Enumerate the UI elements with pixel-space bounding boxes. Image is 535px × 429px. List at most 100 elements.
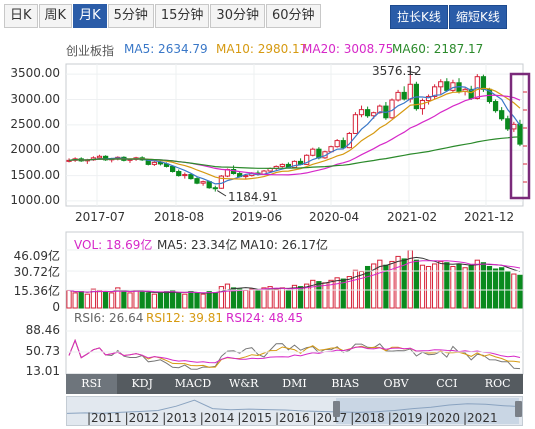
volume-bar bbox=[261, 287, 267, 309]
navigator-sparkline bbox=[67, 398, 522, 424]
volume-bar bbox=[438, 260, 444, 309]
period-tab[interactable]: 30分钟 bbox=[210, 4, 265, 28]
volume-bar bbox=[96, 289, 103, 309]
period-tab[interactable]: 5分钟 bbox=[107, 4, 154, 28]
volume-bar bbox=[212, 292, 218, 309]
candle-body bbox=[419, 100, 426, 110]
indicator-tab[interactable]: KDJ bbox=[131, 377, 153, 390]
time-tick-label: 2019-06 bbox=[232, 210, 283, 224]
volume-bar bbox=[249, 288, 255, 309]
shrink-kline-button[interactable]: 缩短K线 bbox=[449, 5, 507, 29]
candle-body bbox=[212, 187, 218, 190]
candle-body bbox=[371, 112, 377, 117]
candle-body bbox=[176, 171, 182, 177]
navigator-left-handle[interactable] bbox=[333, 401, 340, 417]
time-tick-label: 2021-02 bbox=[387, 210, 438, 224]
time-tick-label: 2017-07 bbox=[75, 210, 126, 224]
time-tick-label: 2020-04 bbox=[309, 210, 360, 224]
volume-bar bbox=[163, 291, 170, 309]
candle-body bbox=[505, 118, 511, 130]
volume-bar bbox=[371, 263, 377, 309]
indicator-tab[interactable]: ROC bbox=[484, 377, 511, 390]
volume-bar bbox=[237, 288, 243, 309]
volume-bar bbox=[230, 287, 237, 309]
navigator-year-label: |2019 bbox=[387, 411, 423, 425]
volume-bar bbox=[188, 291, 194, 309]
indicator-tab[interactable]: CCI bbox=[436, 377, 458, 390]
candle-body bbox=[279, 163, 285, 167]
rsi-tick-label: 50.73 bbox=[25, 344, 60, 358]
candle-body bbox=[206, 181, 212, 189]
stretch-kline-button[interactable]: 拉长K线 bbox=[390, 5, 448, 29]
volume-bar bbox=[218, 286, 225, 309]
rsi-tick-label: 88.46 bbox=[25, 323, 60, 337]
volume-tick-label: 30.72亿 bbox=[13, 265, 60, 279]
index-name: 创业板指 bbox=[66, 44, 115, 58]
candle-body bbox=[352, 114, 359, 134]
vol-ma10-label: MA10: 26.17亿 bbox=[240, 238, 329, 252]
volume-bar bbox=[243, 289, 249, 309]
volume-bar bbox=[401, 258, 407, 309]
candle-body bbox=[334, 140, 340, 148]
volume-bar bbox=[413, 259, 419, 309]
candle-body bbox=[407, 83, 413, 100]
volume-bar bbox=[200, 293, 206, 309]
candle-body bbox=[492, 101, 499, 112]
volume-tick-label: 0 bbox=[52, 300, 60, 314]
indicator-tab[interactable]: RSI bbox=[66, 374, 117, 394]
navigator-year-label: |2017 bbox=[312, 411, 348, 425]
volume-tick-label: 46.09亿 bbox=[13, 249, 60, 263]
candle-body bbox=[151, 161, 157, 165]
volume-bar bbox=[133, 289, 139, 309]
navigator-year-label: |2012 bbox=[124, 411, 160, 425]
navigator-right-handle[interactable] bbox=[515, 401, 522, 417]
candle-body bbox=[340, 140, 346, 149]
rsi6-label: RSI6: 26.64 bbox=[74, 311, 144, 325]
indicator-tab[interactable]: DMI bbox=[282, 377, 307, 390]
volume-bar bbox=[84, 293, 90, 309]
volume-bar bbox=[255, 289, 261, 309]
volume-bar bbox=[66, 289, 72, 309]
period-tab[interactable]: 60分钟 bbox=[265, 4, 321, 28]
low-annotation: 1184.91 bbox=[228, 190, 278, 204]
ma10-label: MA10: 2980.17 bbox=[216, 42, 308, 56]
rsi12-label: RSI12: 39.81 bbox=[146, 311, 223, 325]
volume-bar bbox=[139, 291, 145, 309]
indicator-tab[interactable]: W&R bbox=[229, 377, 259, 390]
indicator-tab[interactable]: OBV bbox=[383, 377, 409, 390]
rsi-tick-label: 13.01 bbox=[25, 364, 60, 378]
navigator-year-label: |2021 bbox=[463, 411, 498, 425]
price-tick-label: 2000.00 bbox=[10, 142, 60, 157]
navigator-year-label: |2016 bbox=[275, 411, 310, 425]
volume-bar bbox=[492, 268, 499, 309]
range-navigator[interactable]: |2011 |2012 |2013 |2014 |2015 |2016 |2017 |2018… bbox=[66, 396, 523, 426]
indicator-tab[interactable]: BIAS bbox=[331, 377, 360, 390]
volume-bar bbox=[206, 291, 212, 309]
period-tab[interactable]: 周K bbox=[38, 4, 73, 28]
candle-body bbox=[200, 181, 206, 184]
candle-body bbox=[182, 174, 188, 177]
rsi-panel bbox=[65, 307, 524, 375]
volume-bar bbox=[425, 265, 432, 309]
volume-bar bbox=[450, 265, 456, 309]
volume-bar bbox=[310, 279, 316, 309]
high-annotation: 3576.12 bbox=[372, 64, 422, 78]
volume-bar bbox=[182, 293, 188, 309]
period-tab[interactable]: 日K bbox=[4, 4, 38, 28]
period-tab[interactable]: 月K bbox=[73, 4, 107, 28]
navigator-year-label: |2018 bbox=[350, 411, 385, 425]
candle-body bbox=[188, 174, 194, 180]
volume-bar bbox=[72, 292, 78, 309]
indicator-tab[interactable]: MACD bbox=[174, 377, 212, 390]
volume-bar bbox=[194, 292, 200, 309]
candle-body bbox=[511, 123, 517, 130]
volume-bar bbox=[389, 260, 395, 309]
vol-label: VOL: 18.69亿 bbox=[74, 238, 153, 252]
volume-bar bbox=[115, 287, 121, 309]
low-arrow bbox=[217, 190, 227, 197]
time-tick-label: 2018-08 bbox=[154, 210, 205, 224]
candle-body bbox=[425, 95, 432, 102]
period-tab[interactable]: 15分钟 bbox=[154, 4, 210, 28]
volume-bar bbox=[291, 284, 298, 309]
